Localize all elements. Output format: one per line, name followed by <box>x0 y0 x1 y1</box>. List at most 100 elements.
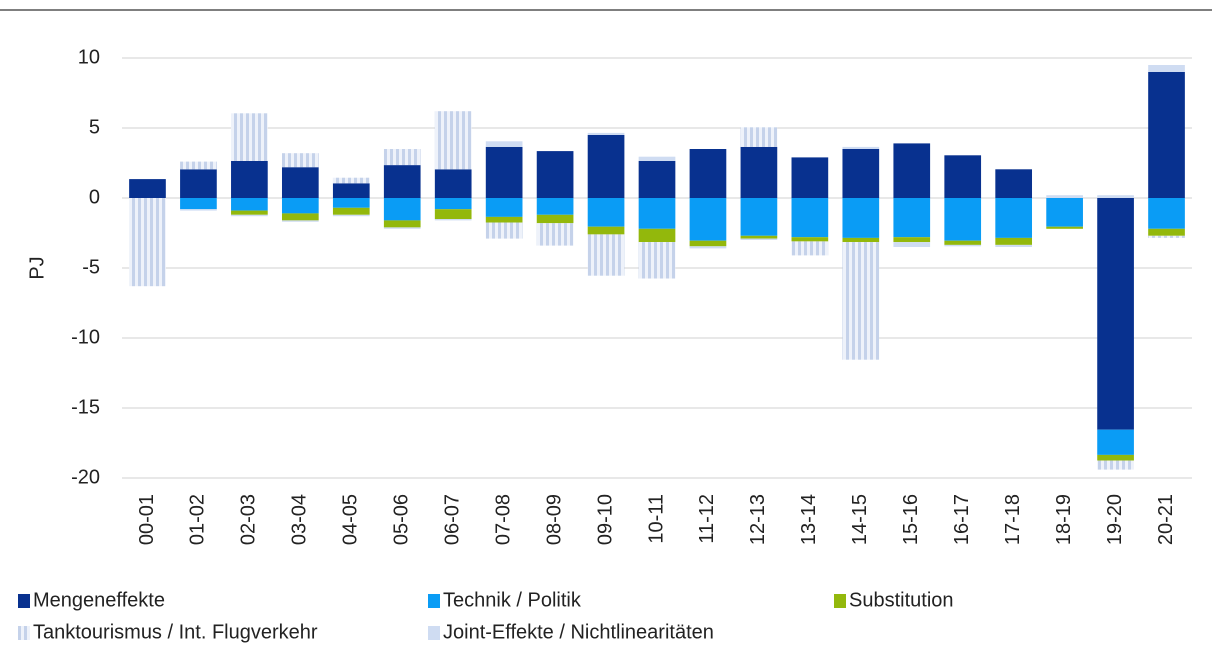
bar-segment <box>842 198 880 238</box>
bar-segment <box>944 240 982 245</box>
bar-segment <box>485 222 523 239</box>
legend-swatch <box>428 626 440 640</box>
bar-segment <box>332 183 370 198</box>
bar-segment <box>893 198 931 238</box>
bar-segment <box>383 149 421 166</box>
x-tick-label: 20-21 <box>1155 494 1177 545</box>
x-tick-label: 08-09 <box>543 494 565 545</box>
x-tick-label: 17-18 <box>1002 494 1024 545</box>
y-axis-label: PJ <box>26 256 48 279</box>
bar-segment <box>638 228 676 243</box>
x-tick-label: 01-02 <box>187 494 209 545</box>
bar-segment <box>129 198 166 287</box>
bar-segment <box>180 198 217 210</box>
legend-swatch <box>18 626 30 640</box>
bar-segment <box>740 146 778 198</box>
bar-segment <box>587 198 625 227</box>
bar-segment <box>1097 198 1134 430</box>
bar-segment <box>587 135 625 198</box>
legend-swatch <box>428 594 440 608</box>
bar-segment <box>180 161 217 170</box>
bar-segment <box>281 167 319 198</box>
bar-segment <box>587 234 625 276</box>
bar-segment <box>689 198 727 241</box>
x-tick-label: 03-04 <box>289 494 311 545</box>
legend-label: Mengeneffekte <box>33 589 165 611</box>
bar-segment <box>689 246 727 249</box>
x-tick-label: 10-11 <box>645 494 667 544</box>
bar-segment <box>231 210 268 215</box>
bar-segment <box>536 214 574 224</box>
bar-segment <box>485 141 523 147</box>
y-tick-label: 10 <box>78 46 100 68</box>
bar-segment <box>740 238 778 240</box>
bar-segment <box>893 237 931 243</box>
y-tick-label: -15 <box>71 396 100 418</box>
y-tick-label: -20 <box>71 466 100 488</box>
bar-segment <box>842 237 880 243</box>
bar-segment <box>231 113 268 161</box>
bar-segment <box>434 209 472 219</box>
bar-segment <box>383 220 421 228</box>
bar-segment <box>995 244 1033 247</box>
bar-segment <box>689 149 727 198</box>
x-tick-label: 19-20 <box>1104 494 1126 545</box>
bar-segment <box>791 237 829 242</box>
bar-segment <box>638 198 676 229</box>
bar-segment <box>842 242 880 360</box>
bar-segment <box>485 146 523 198</box>
bar-segment <box>231 198 268 211</box>
bar-segment <box>1046 226 1083 229</box>
bar-segment <box>129 179 166 198</box>
bar-segment <box>587 226 625 235</box>
x-tick-label: 16-17 <box>951 494 973 545</box>
y-tick-label: 0 <box>89 186 100 208</box>
bar-segment <box>383 227 421 229</box>
legend-swatch <box>18 594 30 608</box>
bar-segment <box>638 156 676 161</box>
bar-segment <box>231 214 268 217</box>
x-tick-label: 13-14 <box>798 494 820 545</box>
bar-segment <box>281 220 319 222</box>
bar-segment <box>1148 235 1185 238</box>
bar-segment <box>893 242 931 247</box>
x-tick-label: 07-08 <box>492 494 514 545</box>
legend-label: Joint-Effekte / Nichtlinearitäten <box>443 621 714 643</box>
bar-segment <box>893 143 931 198</box>
bar-segment <box>281 153 319 168</box>
bar-segment <box>689 240 727 247</box>
y-tick-label: 5 <box>89 116 100 138</box>
bar-segment <box>485 198 523 217</box>
bar-segment <box>944 155 982 198</box>
bar-segment <box>1148 228 1185 236</box>
bar-segment <box>791 157 829 198</box>
bar-segment <box>332 198 370 208</box>
x-tick-label: 09-10 <box>594 494 616 545</box>
bar-segment <box>383 165 421 198</box>
bar-segment <box>1097 460 1134 470</box>
x-tick-label: 04-05 <box>340 494 362 545</box>
bar-segment <box>587 132 625 135</box>
y-tick-label: -5 <box>82 256 100 278</box>
bar-segment <box>536 223 574 246</box>
x-tick-label: 00-01 <box>136 494 158 545</box>
bar-segment <box>536 198 574 215</box>
bar-segment <box>1046 195 1083 198</box>
legend-label: Technik / Politik <box>443 589 582 611</box>
x-tick-label: 14-15 <box>849 494 871 545</box>
bar-segment <box>180 169 217 198</box>
bar-segment <box>281 213 319 221</box>
bar-segment <box>434 219 472 221</box>
bar-segment <box>1097 195 1134 198</box>
bar-segment <box>231 160 268 198</box>
bar-segment <box>995 237 1033 245</box>
bar-segment <box>332 214 370 217</box>
bar-segment <box>791 241 829 256</box>
bar-segment <box>434 111 472 170</box>
bar-segment <box>740 235 778 239</box>
bar-segment <box>383 198 421 221</box>
bar-segment <box>180 209 217 211</box>
bar-segment <box>1148 198 1185 229</box>
